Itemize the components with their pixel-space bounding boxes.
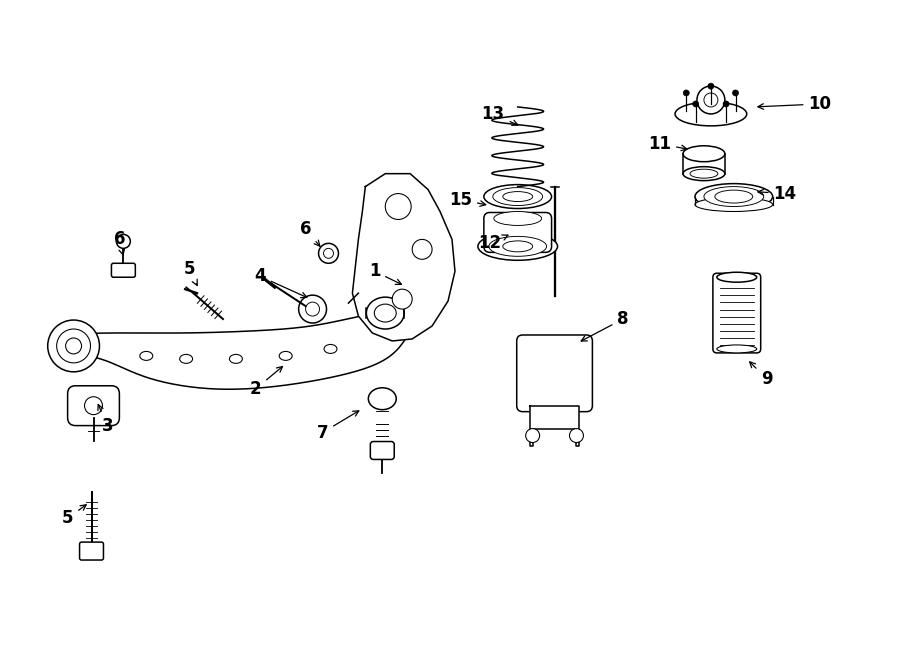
Circle shape <box>319 243 338 263</box>
Circle shape <box>306 302 319 316</box>
Ellipse shape <box>180 354 193 364</box>
Ellipse shape <box>366 297 404 329</box>
Text: 6: 6 <box>300 220 319 246</box>
FancyBboxPatch shape <box>79 542 104 560</box>
Ellipse shape <box>683 167 724 180</box>
Circle shape <box>704 93 718 107</box>
Text: 5: 5 <box>184 260 197 286</box>
Text: 4: 4 <box>254 267 307 297</box>
Circle shape <box>526 428 540 442</box>
Circle shape <box>733 90 739 96</box>
FancyBboxPatch shape <box>484 212 552 253</box>
Circle shape <box>116 235 130 249</box>
FancyBboxPatch shape <box>517 335 592 412</box>
Ellipse shape <box>484 184 552 208</box>
Circle shape <box>693 101 698 107</box>
Polygon shape <box>353 174 455 341</box>
Ellipse shape <box>140 352 153 360</box>
Circle shape <box>66 338 82 354</box>
Ellipse shape <box>715 190 752 203</box>
Text: 12: 12 <box>479 235 508 253</box>
Text: 15: 15 <box>449 190 486 209</box>
Ellipse shape <box>695 198 772 212</box>
Circle shape <box>57 329 91 363</box>
Circle shape <box>48 320 100 372</box>
Text: 1: 1 <box>369 262 401 284</box>
Ellipse shape <box>324 344 337 354</box>
Ellipse shape <box>704 186 764 206</box>
Circle shape <box>570 428 583 442</box>
Text: 14: 14 <box>758 184 796 202</box>
Ellipse shape <box>368 388 396 410</box>
Text: 3: 3 <box>98 405 113 434</box>
Ellipse shape <box>695 184 772 210</box>
Circle shape <box>697 86 724 114</box>
Circle shape <box>299 295 327 323</box>
Ellipse shape <box>374 304 396 322</box>
Ellipse shape <box>493 188 543 206</box>
Text: 6: 6 <box>113 231 125 255</box>
Text: 7: 7 <box>317 411 359 442</box>
FancyBboxPatch shape <box>713 273 760 353</box>
Text: 2: 2 <box>250 367 283 398</box>
Text: 13: 13 <box>482 105 517 126</box>
Circle shape <box>412 239 432 259</box>
Text: 11: 11 <box>648 135 687 153</box>
Ellipse shape <box>503 241 533 252</box>
Ellipse shape <box>494 212 542 225</box>
Ellipse shape <box>230 354 242 364</box>
Text: 5: 5 <box>62 505 86 527</box>
FancyBboxPatch shape <box>112 263 135 277</box>
Circle shape <box>723 101 729 107</box>
Ellipse shape <box>279 352 292 360</box>
Ellipse shape <box>503 192 533 202</box>
Ellipse shape <box>690 169 718 178</box>
Ellipse shape <box>489 237 546 256</box>
Circle shape <box>85 397 103 414</box>
Polygon shape <box>74 306 410 389</box>
Ellipse shape <box>675 102 747 126</box>
Text: 10: 10 <box>758 95 832 113</box>
Circle shape <box>323 249 334 258</box>
Ellipse shape <box>717 345 757 353</box>
Circle shape <box>385 194 411 219</box>
Text: 9: 9 <box>750 362 772 388</box>
FancyBboxPatch shape <box>68 386 120 426</box>
Circle shape <box>708 83 714 89</box>
FancyBboxPatch shape <box>370 442 394 459</box>
Circle shape <box>683 90 689 96</box>
Circle shape <box>392 289 412 309</box>
Ellipse shape <box>683 146 724 162</box>
Polygon shape <box>530 406 580 446</box>
Text: 8: 8 <box>581 310 629 341</box>
Ellipse shape <box>478 233 557 260</box>
Ellipse shape <box>717 272 757 282</box>
